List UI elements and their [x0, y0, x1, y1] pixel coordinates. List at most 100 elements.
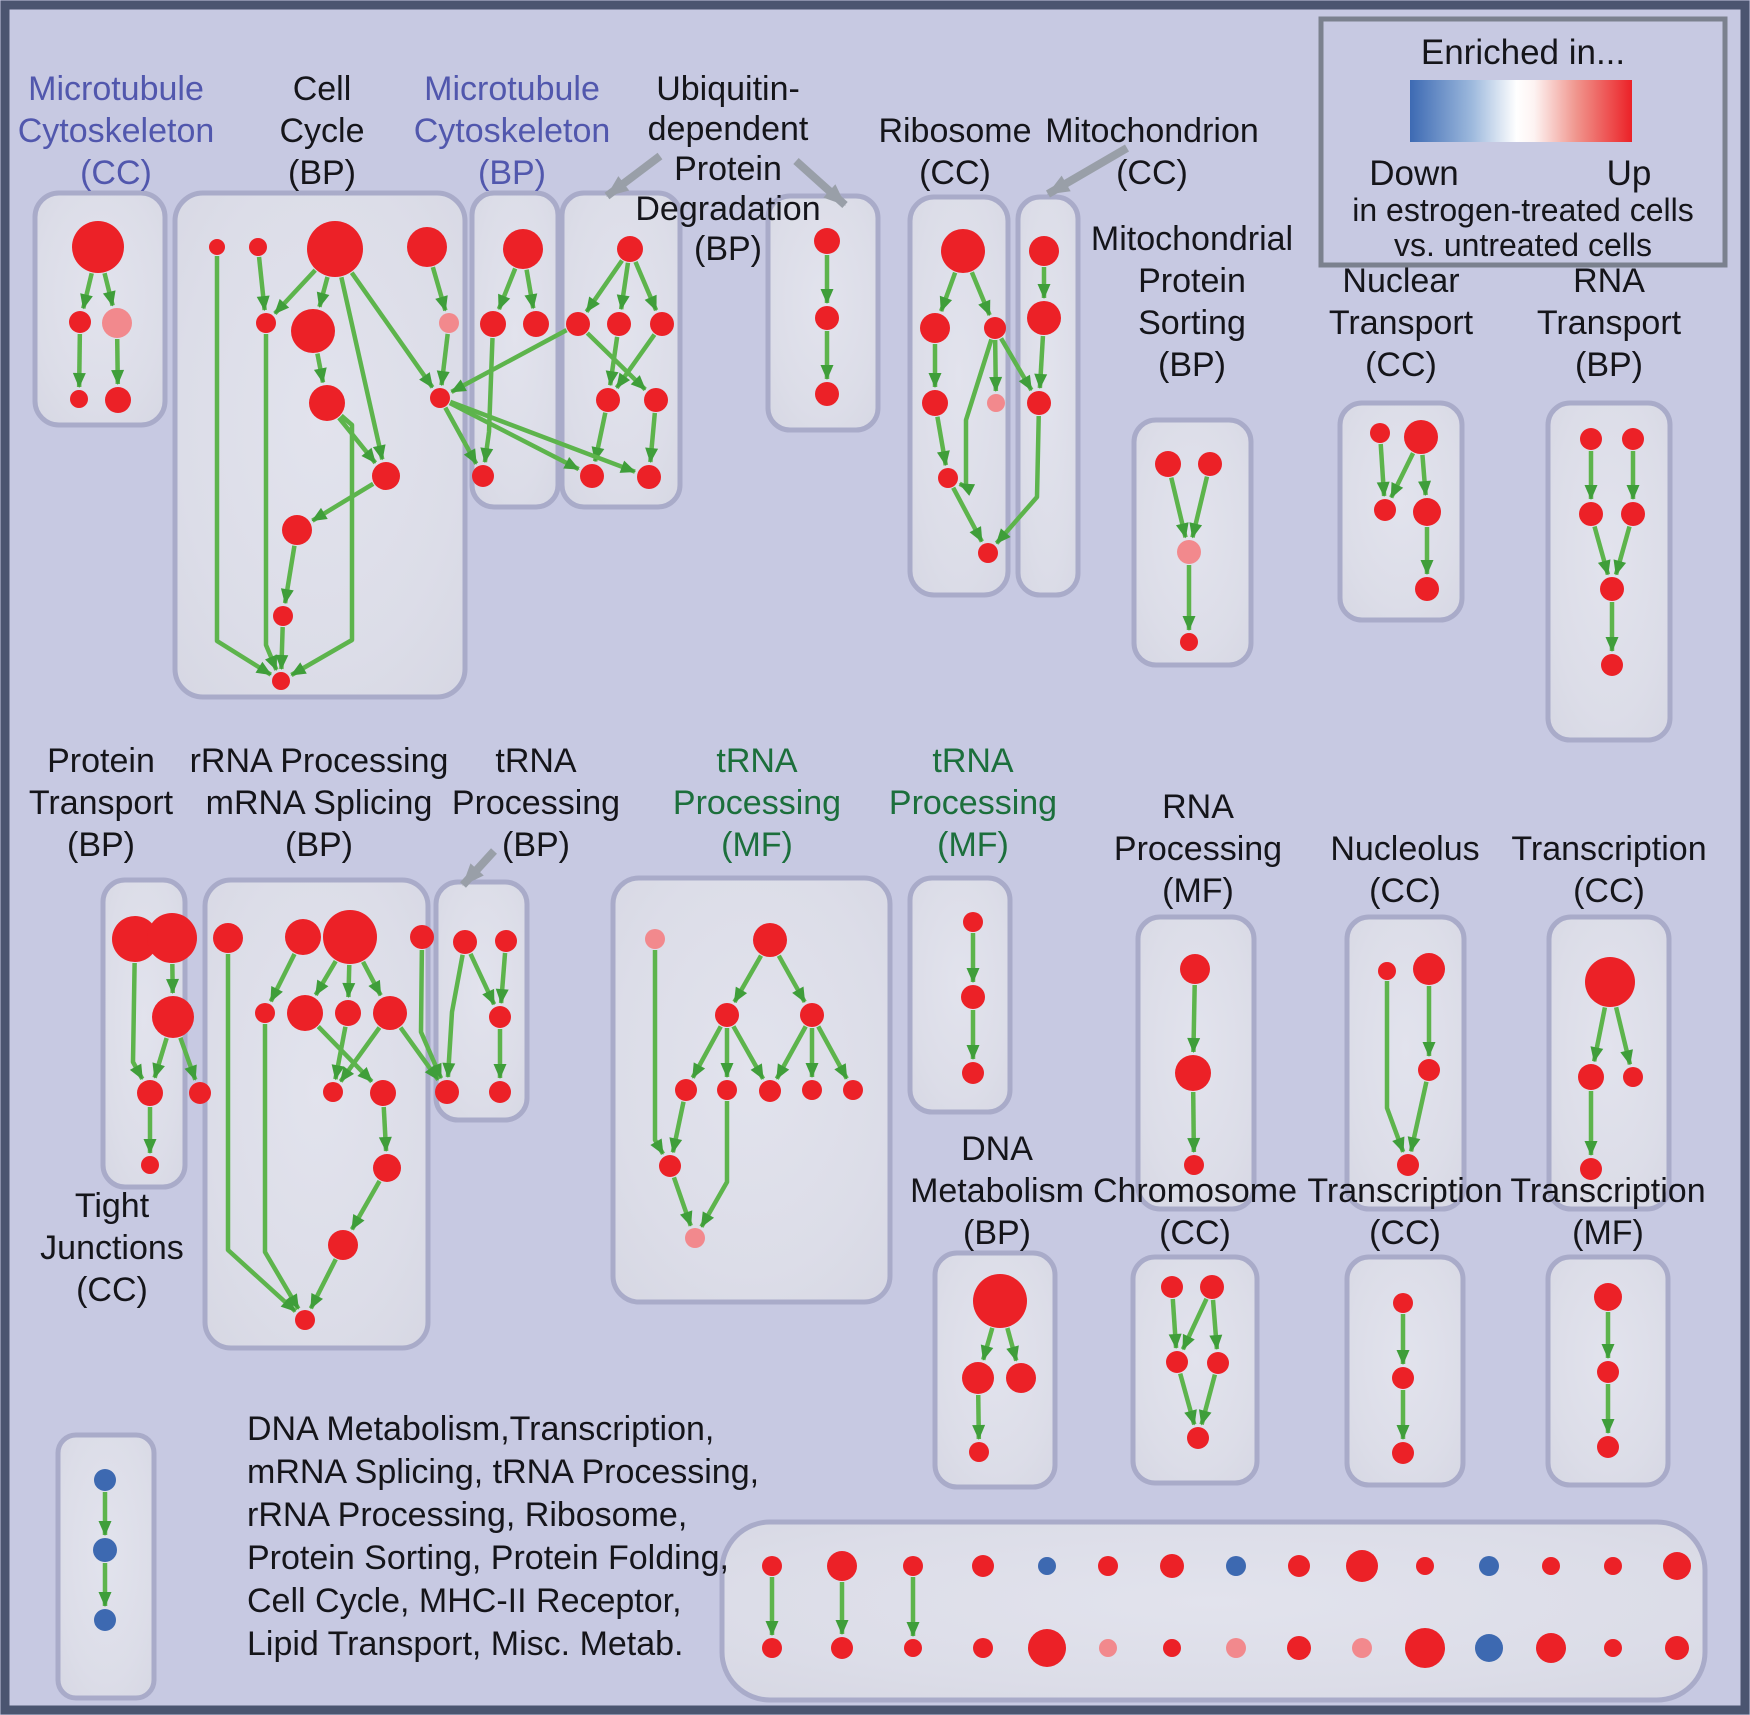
nuclear-transport-node-nt2 — [1374, 499, 1396, 521]
transcription-mf-row3-node-z1 — [1597, 1361, 1619, 1383]
mitochondrion-edge-M1-M2 — [1034, 335, 1048, 390]
microtubule-bp-node-bt — [472, 465, 494, 487]
ubiquitin-degradation-1-node-u5 — [644, 388, 668, 412]
dna-metabolism-label-line-0: DNA — [961, 1130, 1033, 1168]
strip-node-top-13 — [1604, 1557, 1622, 1575]
trna-processing-mf-1-label-line-0: tRNA — [716, 742, 798, 780]
cell-cycle-edge-l-m — [275, 626, 289, 671]
trna-processing-mf-2-label-line-1: Processing — [889, 784, 1057, 822]
rrna-mrna-node-q5 — [287, 995, 323, 1031]
ribosome-node-R1 — [920, 313, 950, 343]
ubiquitin-degradation-1-label-line-1: dependent — [648, 110, 809, 148]
mito-protein-sorting-node-ms2 — [1177, 540, 1201, 564]
cell-cycle-edge-a-m — [214, 256, 273, 677]
ubiquitin-degradation-1-edge-u3-u4 — [614, 333, 657, 390]
trna-processing-mf-1-edge-s4-s9 — [669, 1101, 686, 1154]
strip-node-bottom-3 — [973, 1638, 993, 1658]
ubiquitin-degradation-1-edge-u1-u5 — [585, 331, 647, 392]
ribosome-label-line-1: (CC) — [919, 154, 991, 192]
rna-processing-mf-node-x2 — [1184, 1155, 1204, 1175]
mito-protein-sorting-edge-ms1-ms2 — [1189, 476, 1210, 539]
trna-processing-mf-2-node-w1 — [961, 985, 985, 1009]
transcription-cc-row2-box — [1546, 914, 1672, 1212]
transcription-mf-row3-label-line-1: (MF) — [1572, 1214, 1644, 1252]
strip-node-bottom-11 — [1475, 1634, 1503, 1662]
misc-terms-strip-box — [719, 1519, 1708, 1703]
trna-processing-bp-label-line-2: (BP) — [502, 826, 570, 864]
cell-cycle-edge-k-l — [280, 545, 297, 605]
transcription-mf-row3-label-line-0: Transcription — [1510, 1172, 1705, 1210]
protein-transport-node-p2 — [152, 996, 194, 1038]
trna-processing-mf-1-node-s8 — [843, 1080, 863, 1100]
mito-protein-sorting-label-line-3: (BP) — [1158, 346, 1226, 384]
rrna-mrna-node-q4 — [255, 1003, 275, 1023]
nucleolus-edge-nl0-nl3 — [1384, 981, 1406, 1153]
ribosome-node-R5 — [938, 468, 958, 488]
transcription-mf-row3-node-z0 — [1594, 1283, 1622, 1311]
transcription-cc-row3-node-y0 — [1393, 1293, 1413, 1313]
cell-cycle-node-d — [407, 227, 447, 267]
tight-junctions-node-tj1 — [93, 1538, 117, 1562]
strip-node-bottom-6 — [1163, 1639, 1181, 1657]
trna-processing-mf-1-edge-s2-s6 — [731, 1025, 766, 1080]
mito-protein-sorting-label-line-0: Mitochondrial — [1091, 220, 1293, 258]
cell-cycle-edge-b-e — [256, 256, 270, 312]
ubiquitin-degradation-1-edge-u0-u3 — [633, 260, 659, 312]
cell-cycle-edge-g-i — [436, 333, 450, 387]
rna-processing-mf-node-x0 — [1180, 954, 1210, 984]
transcription-cc-row2-node-tc3 — [1580, 1158, 1602, 1180]
nucleolus-node-nl2 — [1418, 1059, 1440, 1081]
nuclear-transport-edge-nt0-nt2 — [1376, 443, 1390, 498]
dna-metabolism-node-dm3 — [969, 1442, 989, 1462]
nuclear-transport-box — [1337, 400, 1465, 623]
cell-cycle-edge-c-i — [349, 271, 435, 389]
strip-node-top-4 — [1038, 1557, 1056, 1575]
strip-node-top-12 — [1542, 1557, 1560, 1575]
nuclear-transport-edge-nt1-nt3 — [1418, 454, 1432, 497]
cross-edge-cell-cycle-i-ubiquitin-degradation-1-u7 — [449, 399, 636, 474]
ubiquitin-degradation-1-node-u3 — [650, 312, 674, 336]
ubiquitin-degradation-1-label-line-0: Ubiquitin- — [656, 70, 800, 108]
protein-transport-label-line-2: (BP) — [67, 826, 135, 864]
mitochondrion-label-line-1: (CC) — [1116, 154, 1188, 192]
trna-processing-bp-node-T0 — [453, 930, 477, 954]
rrna-mrna-edge-b2-j0 — [378, 1106, 392, 1153]
strip-node-top-9 — [1346, 1550, 1378, 1582]
rrna-mrna-edge-q2-q5 — [313, 959, 338, 997]
strip-node-top-10 — [1416, 1557, 1434, 1575]
ubiquitin-degradation-1-node-u2 — [607, 312, 631, 336]
trna-processing-mf-1-node-s0 — [645, 929, 665, 949]
trna-processing-bp-label-line-1: Processing — [452, 784, 620, 822]
trna-processing-mf-1-edge-s3-s8 — [816, 1025, 849, 1080]
dna-metabolism-edge-dm1-dm3 — [972, 1394, 986, 1441]
transcription-cc-row2-node-tc1 — [1578, 1064, 1604, 1090]
rna-transport-edge-rt3-rt4 — [1613, 525, 1632, 576]
strip-node-bottom-12 — [1536, 1633, 1566, 1663]
rna-processing-mf-label-line-0: RNA — [1162, 788, 1234, 826]
trna-processing-mf-2-label-line-0: tRNA — [932, 742, 1014, 780]
rrna-mrna-edge-q2-q6 — [342, 964, 356, 999]
trna-processing-bp-node-T4 — [489, 1081, 511, 1103]
rrna-mrna-label-line-0: rRNA Processing — [190, 742, 449, 780]
cell-cycle-edge-h-j — [337, 416, 378, 465]
strip-node-top-2 — [903, 1556, 923, 1576]
dna-metabolism-label-line-1: Metabolism — [910, 1172, 1084, 1210]
microtubule-bp-edge-t-rl — [496, 267, 518, 311]
cell-cycle-edge-c-j — [339, 276, 386, 461]
ubiquitin-degradation-2-node-v2 — [815, 382, 839, 406]
ubiquitin-degradation-1-label-line-3: Degradation — [635, 190, 820, 228]
rrna-mrna-node-q6 — [335, 1000, 361, 1026]
rrna-mrna-node-b1 — [323, 1082, 343, 1102]
strip-node-bottom-10 — [1405, 1628, 1445, 1668]
annotation-line-3: Protein Sorting, Protein Folding, — [247, 1539, 729, 1577]
ribosome-edge-R2-R4 — [989, 339, 1003, 393]
pointer-to-ubiquitin-box-2-icon — [793, 158, 848, 208]
trna-processing-mf-1-node-s7 — [802, 1080, 822, 1100]
mito-protein-sorting-node-ms3 — [1180, 633, 1198, 651]
ribosome-node-R2 — [984, 317, 1006, 339]
transcription-cc-row2-edge-tc0-tc1 — [1590, 1007, 1608, 1063]
rna-transport-label-line-0: RNA — [1573, 262, 1645, 300]
rrna-mrna-edge-q1-q4 — [268, 952, 297, 1003]
cell-cycle-node-a — [209, 239, 225, 255]
